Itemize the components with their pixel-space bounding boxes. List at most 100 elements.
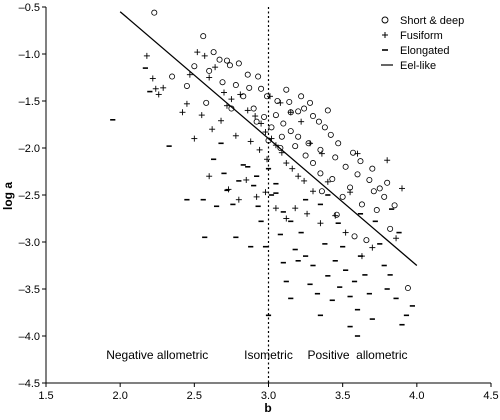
point-short-deep — [272, 112, 279, 119]
point-fusiform — [243, 176, 250, 183]
legend-label-elongated: Elongated — [400, 45, 450, 57]
legend-item-short-deep: Short & deep — [381, 15, 464, 27]
point-short-deep — [357, 158, 364, 165]
point-fusiform — [347, 189, 354, 196]
point-fusiform — [277, 99, 284, 106]
y-axis-ticks: –0.5 –1.0 –1.5 –2.0 –2.5 –3.0 –3.5 –4.0 –4.5 — [19, 2, 46, 390]
point-fusiform — [384, 157, 391, 164]
legend: Short & deep Fusiform Elongated Eel-like — [381, 15, 464, 72]
point-short-deep — [210, 49, 217, 56]
point-fusiform — [209, 126, 216, 133]
point-short-deep — [333, 211, 340, 218]
point-short-deep — [358, 201, 365, 208]
point-short-deep — [246, 84, 253, 91]
point-fusiform — [342, 229, 349, 236]
point-short-deep — [223, 57, 230, 64]
point-short-deep — [216, 56, 223, 63]
point-short-deep — [329, 176, 336, 183]
x-tick-label: 1.5 — [38, 390, 53, 402]
point-short-deep — [280, 120, 287, 127]
point-fusiform — [301, 177, 308, 184]
annotation-isometric: Isometric — [244, 348, 293, 362]
point-fusiform — [310, 188, 316, 195]
point-fusiform — [228, 96, 235, 103]
point-short-deep — [332, 154, 339, 161]
point-short-deep — [298, 93, 305, 100]
point-fusiform — [307, 140, 314, 147]
eel-like-line — [119, 11, 418, 266]
point-short-deep — [286, 98, 293, 105]
point-short-deep — [307, 99, 314, 106]
point-short-deep — [351, 233, 358, 240]
point-short-deep — [258, 85, 265, 92]
x-tick-label: 3.0 — [261, 390, 276, 402]
y-tick-label: –2.0 — [19, 143, 40, 155]
legend-item-elongated: Elongated — [382, 45, 450, 57]
point-short-deep — [376, 185, 383, 192]
point-short-deep — [373, 207, 380, 214]
y-tick-label: –3.0 — [19, 237, 40, 249]
point-short-deep — [278, 133, 285, 140]
point-short-deep — [277, 144, 284, 151]
point-short-deep — [404, 285, 411, 292]
point-fusiform — [258, 120, 265, 127]
point-short-deep — [255, 73, 262, 80]
point-fusiform — [155, 91, 162, 98]
point-short-deep — [324, 107, 331, 114]
x-axis-ticks: 1.5 2.0 2.5 3.0 3.5 4.0 4.5 — [38, 383, 499, 402]
legend-item-eel-like: Eel-like — [381, 60, 436, 72]
point-short-deep — [250, 105, 257, 112]
legend-label-eel-like: Eel-like — [400, 60, 436, 72]
point-short-deep — [315, 118, 322, 125]
point-fusiform — [369, 244, 376, 251]
point-fusiform — [225, 186, 232, 193]
point-short-deep — [317, 170, 324, 177]
point-short-deep — [350, 149, 357, 156]
point-short-deep — [381, 193, 388, 200]
point-fusiform — [186, 71, 193, 78]
x-tick-label: 3.5 — [335, 390, 350, 402]
point-short-deep — [169, 73, 176, 80]
point-short-deep — [287, 128, 294, 135]
point-short-deep — [317, 146, 324, 153]
point-fusiform — [332, 212, 339, 219]
point-fusiform — [247, 138, 254, 145]
point-fusiform — [143, 52, 150, 59]
legend-item-fusiform: Fusiform — [382, 30, 443, 42]
point-fusiform — [295, 173, 302, 180]
point-short-deep — [318, 188, 325, 195]
point-fusiform — [264, 156, 271, 163]
legend-label-fusiform: Fusiform — [400, 30, 443, 42]
point-short-deep — [206, 67, 213, 74]
y-tick-label: –2.5 — [19, 190, 40, 202]
y-tick-label: –4.5 — [19, 378, 40, 390]
point-fusiform — [256, 146, 263, 153]
point-fusiform — [287, 109, 294, 116]
point-short-deep — [391, 202, 398, 209]
point-fusiform — [191, 135, 198, 142]
point-fusiform — [304, 210, 311, 217]
point-fusiform — [324, 178, 331, 185]
y-tick-label: –1.0 — [19, 49, 40, 61]
point-short-deep — [283, 86, 290, 93]
point-fusiform — [149, 75, 156, 82]
point-fusiform — [289, 165, 296, 172]
data-points — [110, 9, 415, 337]
point-short-deep — [301, 105, 308, 112]
point-fusiform — [152, 85, 159, 92]
point-short-deep — [183, 82, 190, 89]
point-short-deep — [151, 9, 158, 16]
legend-label-short-deep: Short & deep — [400, 15, 464, 27]
point-short-deep — [226, 62, 233, 69]
point-fusiform — [262, 129, 269, 136]
point-fusiform — [399, 185, 405, 192]
point-fusiform — [194, 49, 201, 56]
point-fusiform — [232, 132, 239, 139]
point-fusiform — [292, 205, 299, 212]
point-short-deep — [295, 133, 302, 140]
point-short-deep — [327, 131, 334, 138]
allometry-annotations: Negative allometric Isometric Positive a… — [106, 348, 407, 362]
point-short-deep — [339, 193, 346, 200]
point-short-deep — [384, 179, 391, 186]
point-short-deep — [200, 33, 207, 40]
